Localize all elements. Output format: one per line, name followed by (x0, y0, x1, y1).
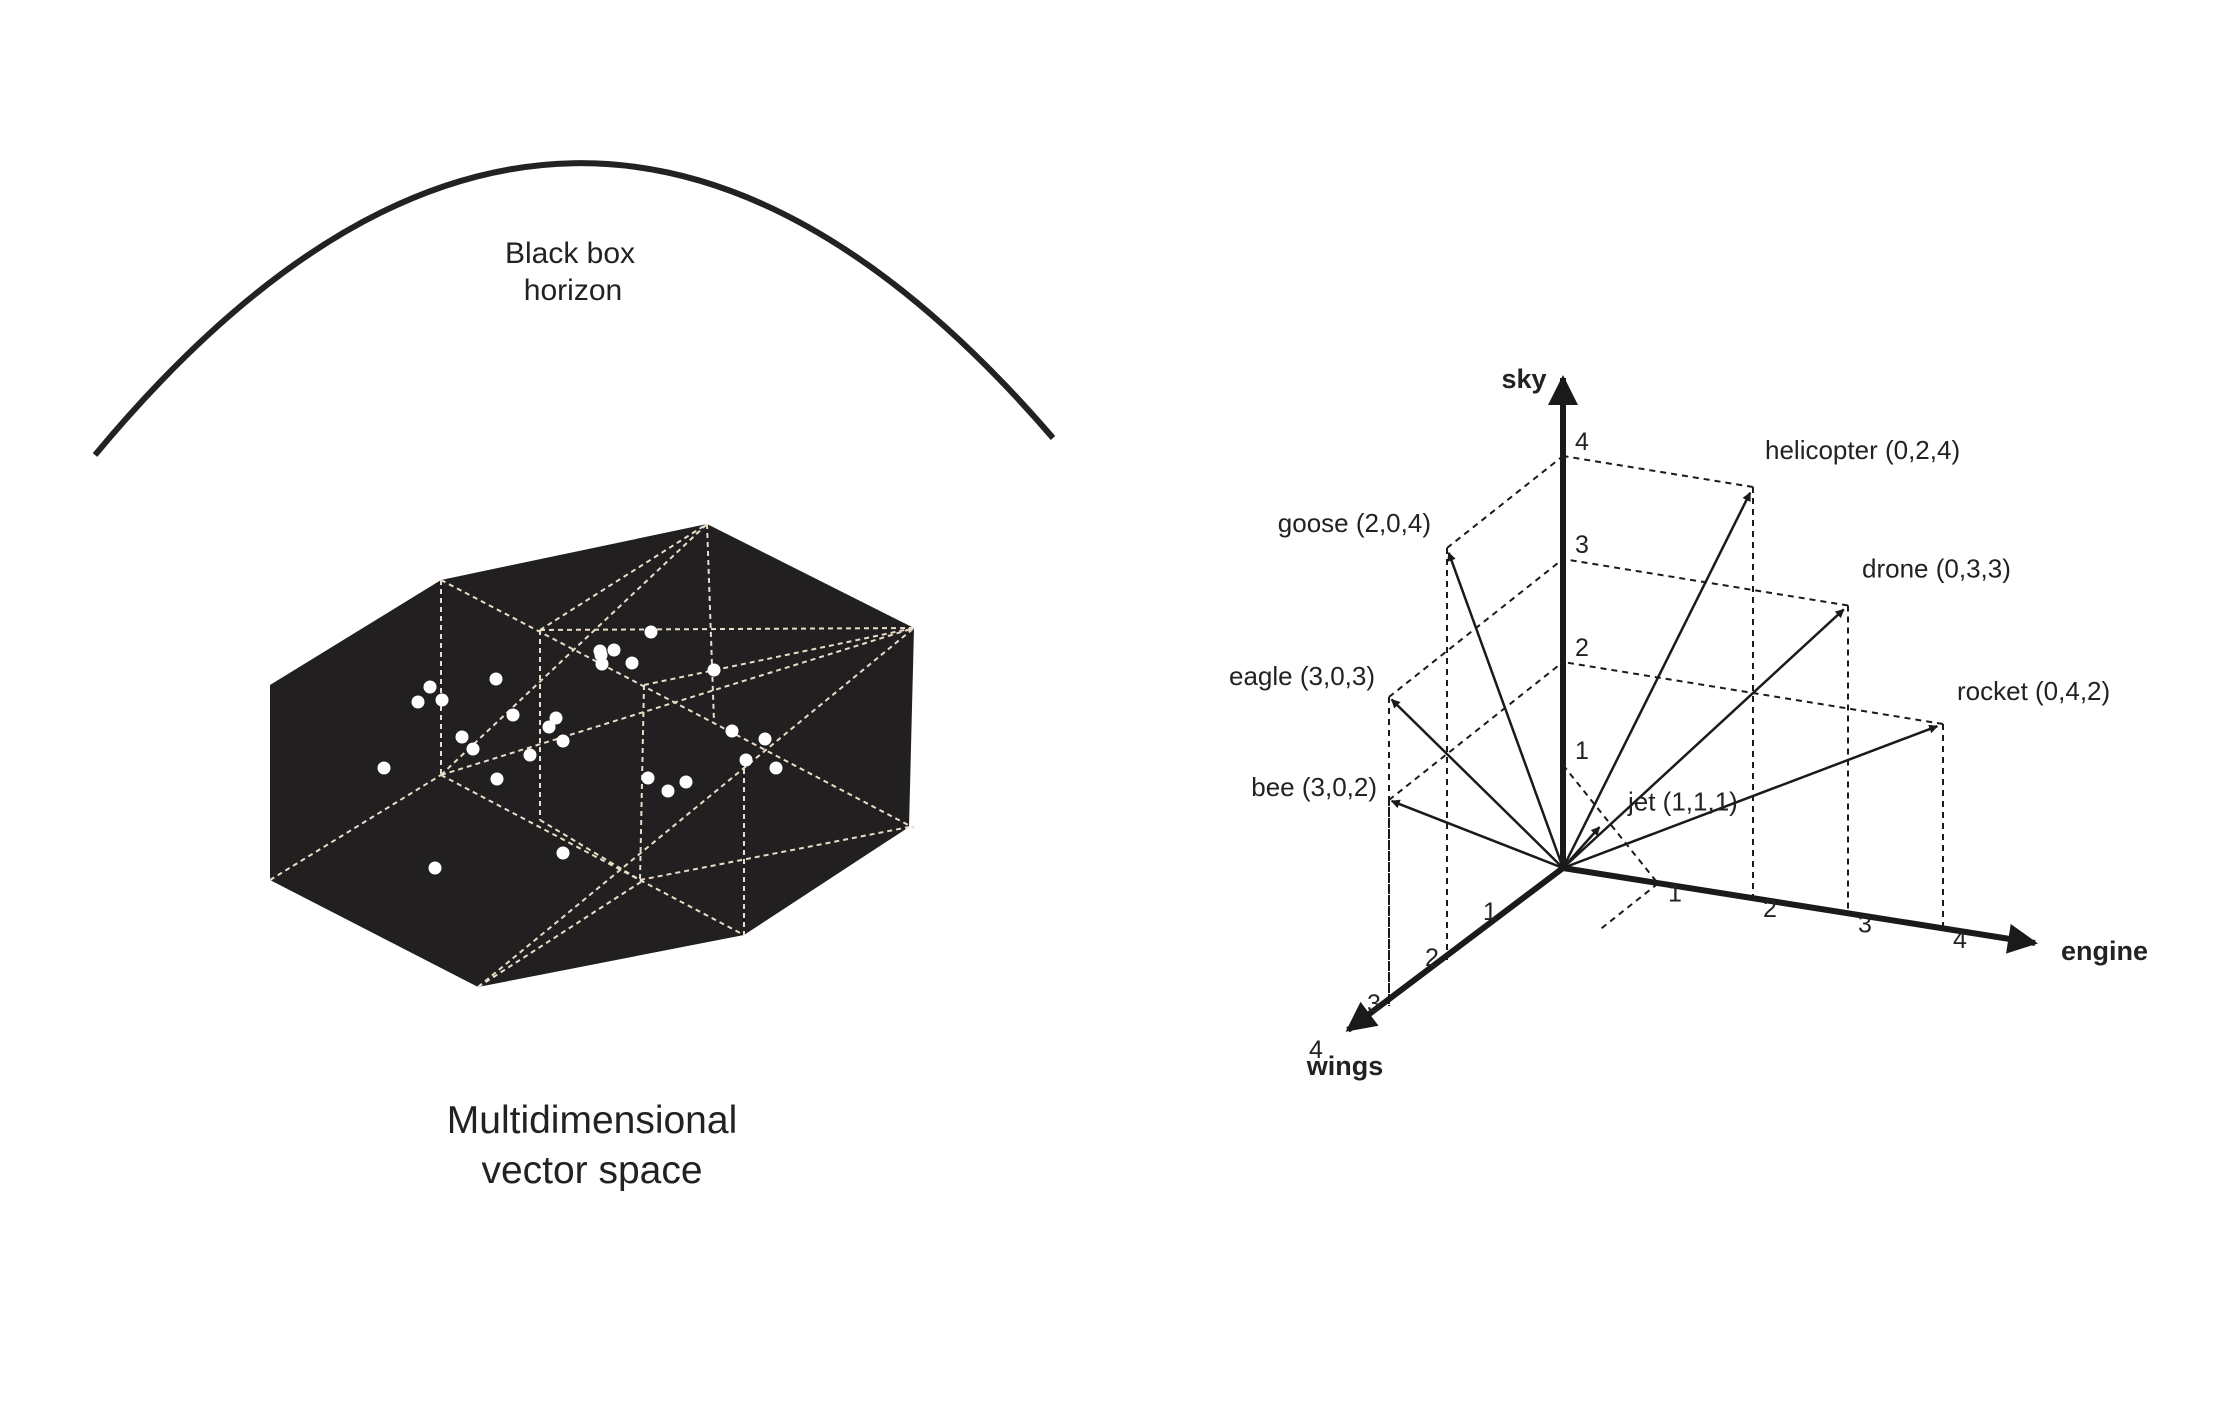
data-point-dot (455, 730, 469, 744)
data-point-dot (435, 693, 449, 707)
vector-label-goose: goose (2,0,4) (1278, 508, 1431, 538)
data-point-dot (542, 720, 556, 734)
caption-line1: Multidimensional (447, 1099, 737, 1142)
axis-tick-labels: 1 1 1 2 2 2 3 3 3 4 4 4 (1309, 428, 1967, 1064)
black-box-horizon-arc (92, 160, 1056, 457)
projection-guide-line (1562, 455, 1754, 488)
sky-tick-label: 2 (1575, 634, 1589, 662)
wings-tick-label: 2 (1425, 944, 1439, 972)
vector-rocket (1562, 724, 1939, 870)
data-point-dot (423, 680, 437, 694)
data-point-dot (549, 711, 563, 725)
data-point-dot (466, 742, 480, 756)
projection-guide-line (1388, 661, 1564, 801)
data-point-dot (411, 695, 425, 709)
sky-tick-label: 1 (1575, 737, 1589, 765)
projection-guide-line (1599, 882, 1659, 931)
wings-tick-label: 1 (1483, 898, 1497, 926)
engine-axis (1562, 865, 2038, 954)
data-point-dot (661, 784, 675, 798)
data-point-dot (556, 734, 570, 748)
vector-label-drone: drone (0,3,3) (1862, 554, 2011, 584)
data-point-dot (758, 732, 772, 746)
projection-guide-line (1562, 764, 1659, 885)
right-panel: 1 1 1 2 2 2 3 3 3 4 4 4 helicopter (0,2,4) drone (0,… (1229, 364, 2148, 1081)
data-point-dot (707, 663, 721, 677)
caption-line2: vector space (481, 1149, 702, 1192)
horizon-label-line1: Black box (505, 237, 635, 270)
vector-label-rocket: rocket (0,4,2) (1957, 676, 2110, 706)
sky-tick-label: 3 (1575, 531, 1589, 559)
vector-space-polygon (270, 524, 914, 987)
vector-goose (1447, 551, 1565, 869)
engine-tick-label: 4 (1953, 926, 1967, 954)
data-point-dot (428, 861, 442, 875)
data-point-dot (641, 771, 655, 785)
data-point-dot (644, 625, 658, 639)
data-point-dot (523, 748, 537, 762)
data-point-dots (377, 625, 783, 875)
wings-tick-label: 3 (1367, 990, 1381, 1018)
coordinate-axes (1345, 375, 2038, 1033)
left-panel: Black box horizon Multidimensional vecto… (92, 160, 1056, 1192)
wings-axis (1345, 865, 1565, 1033)
vector-helicopter (1561, 491, 1752, 869)
engine-tick-label: 1 (1668, 880, 1682, 908)
data-point-dot (490, 772, 504, 786)
axis-label-sky: sky (1501, 364, 1546, 394)
vector-label-bee: bee (3,0,2) (1251, 772, 1377, 802)
data-point-dot (769, 761, 783, 775)
data-point-dot (556, 846, 570, 860)
data-point-dot (679, 775, 693, 789)
vector-label-eagle: eagle (3,0,3) (1229, 661, 1375, 691)
vector-bee (1390, 799, 1564, 870)
data-point-dot (506, 708, 520, 722)
data-point-dot (607, 643, 621, 657)
projection-guide-line (1446, 455, 1564, 549)
horizon-label-line2: horizon (524, 274, 622, 307)
data-point-dot (595, 657, 609, 671)
engine-tick-label: 2 (1763, 895, 1777, 923)
axis-label-wings: wings (1306, 1051, 1384, 1081)
data-point-dot (739, 753, 753, 767)
data-point-dot (489, 672, 503, 686)
vector-eagle (1390, 698, 1564, 869)
vector-label-helicopter: helicopter (0,2,4) (1765, 435, 1960, 465)
data-point-dot (377, 761, 391, 775)
wings-tick-label: 4 (1309, 1036, 1323, 1064)
engine-tick-label: 3 (1858, 911, 1872, 939)
vector-label-jet: jet (1,1,1) (1627, 787, 1738, 817)
polygon-internal-mesh (269, 523, 915, 988)
sky-tick-label: 4 (1575, 428, 1589, 456)
vector-drone (1562, 608, 1845, 869)
data-point-dot (625, 656, 639, 670)
data-point-dot (725, 724, 739, 738)
axis-label-engine: engine (2061, 936, 2148, 966)
vector-jet (1562, 826, 1601, 869)
word-vectors: helicopter (0,2,4) drone (0,3,3) rocket (0… (1229, 435, 2110, 870)
